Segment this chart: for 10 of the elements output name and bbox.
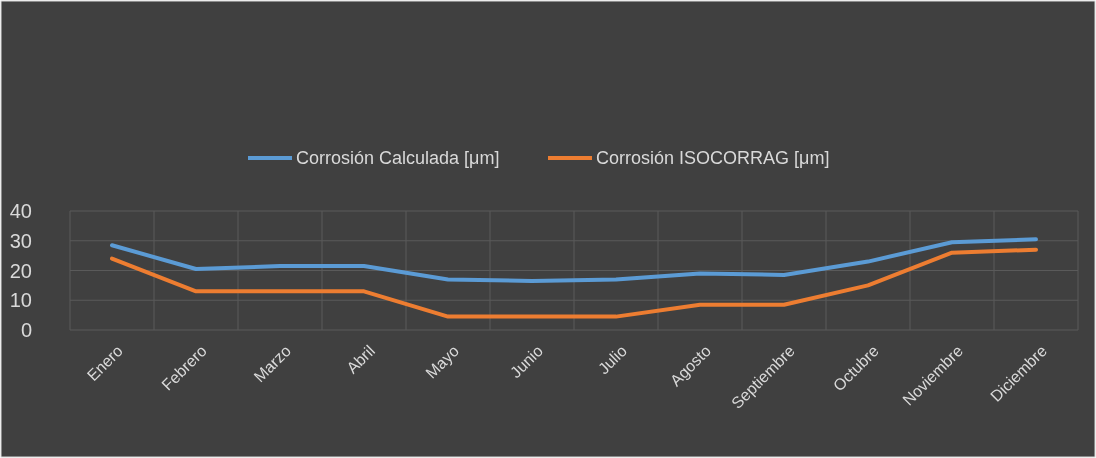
y-tick-label: 40 [9,200,32,222]
legend-label: Corrosión ISOCORRAG [μm] [596,148,830,169]
y-tick-label: 10 [9,289,32,312]
legend-label: Corrosión Calculada [μm] [296,148,500,169]
line-series [110,247,1038,319]
y-tick-label: 0 [20,319,32,341]
line-series [110,237,1038,283]
y-tick-label: 30 [9,229,32,252]
y-tick-label: 20 [9,259,32,282]
x-tick-label: Julio [594,341,631,378]
